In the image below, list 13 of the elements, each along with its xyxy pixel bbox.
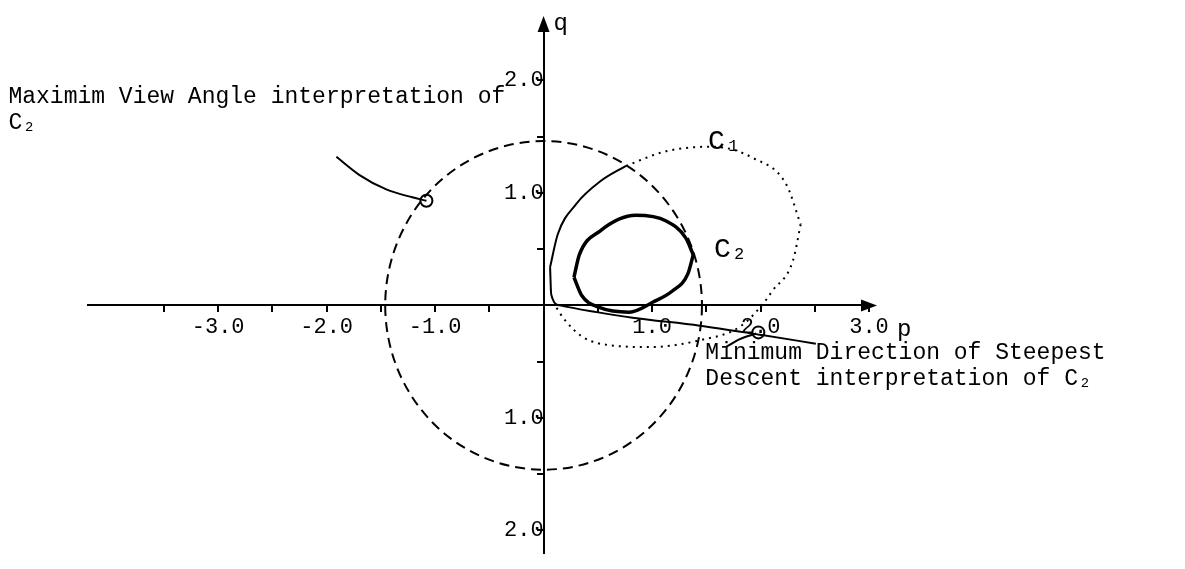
y-tick-label: 1.0 xyxy=(503,180,544,206)
annotation: Maximim View Angle interpretation of C₂ xyxy=(8,84,506,137)
x-tick-label: -3.0 xyxy=(191,315,245,341)
x-axis-title: p xyxy=(897,315,912,343)
y-tick-label: 1.0 xyxy=(503,405,544,431)
annotation: C₁ xyxy=(708,126,742,158)
y-tick-label: 2.0 xyxy=(503,518,544,544)
y-axis-title: q xyxy=(553,10,568,38)
x-tick-label: 3.0 xyxy=(849,315,889,341)
x-tick-label: -2.0 xyxy=(300,315,354,341)
y-tick-label: 2.0 xyxy=(503,68,544,94)
annotation: C₂ xyxy=(714,234,748,266)
x-tick-label: -1.0 xyxy=(408,315,462,341)
